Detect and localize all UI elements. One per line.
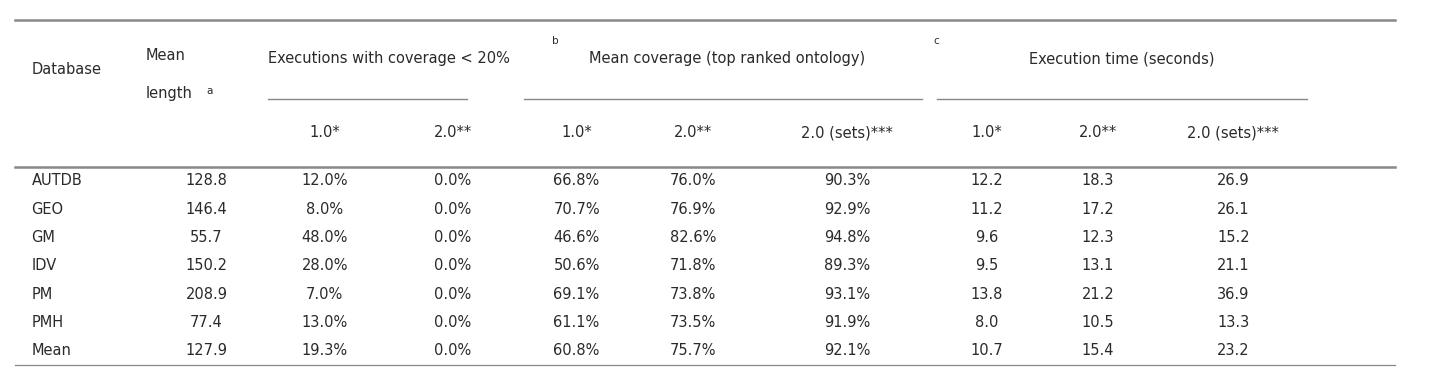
Text: 10.5: 10.5 xyxy=(1082,315,1115,330)
Text: 46.6%: 46.6% xyxy=(553,230,600,245)
Text: length: length xyxy=(145,86,192,101)
Text: 82.6%: 82.6% xyxy=(669,230,716,245)
Text: 76.0%: 76.0% xyxy=(669,174,716,188)
Text: Mean: Mean xyxy=(32,343,71,358)
Text: 75.7%: 75.7% xyxy=(669,343,716,358)
Text: 90.3%: 90.3% xyxy=(823,174,870,188)
Text: 208.9: 208.9 xyxy=(186,286,228,301)
Text: 0.0%: 0.0% xyxy=(434,258,472,273)
Text: 69.1%: 69.1% xyxy=(553,286,600,301)
Text: 76.9%: 76.9% xyxy=(669,202,716,217)
Text: 0.0%: 0.0% xyxy=(434,315,472,330)
Text: 0.0%: 0.0% xyxy=(434,343,472,358)
Text: 50.6%: 50.6% xyxy=(553,258,600,273)
Text: 92.1%: 92.1% xyxy=(823,343,870,358)
Text: 0.0%: 0.0% xyxy=(434,230,472,245)
Text: 150.2: 150.2 xyxy=(186,258,228,273)
Text: 128.8: 128.8 xyxy=(186,174,228,188)
Text: 73.8%: 73.8% xyxy=(671,286,716,301)
Text: 19.3%: 19.3% xyxy=(302,343,348,358)
Text: 13.0%: 13.0% xyxy=(302,315,348,330)
Text: 1.0*: 1.0* xyxy=(562,125,592,140)
Text: 77.4: 77.4 xyxy=(190,315,224,330)
Text: 2.0**: 2.0** xyxy=(674,125,713,140)
Text: Execution time (seconds): Execution time (seconds) xyxy=(1029,51,1214,66)
Text: 12.0%: 12.0% xyxy=(302,174,348,188)
Text: 17.2: 17.2 xyxy=(1082,202,1115,217)
Text: 9.6: 9.6 xyxy=(974,230,998,245)
Text: 48.0%: 48.0% xyxy=(302,230,348,245)
Text: 11.2: 11.2 xyxy=(970,202,1003,217)
Text: 13.8: 13.8 xyxy=(970,286,1002,301)
Text: 21.2: 21.2 xyxy=(1082,286,1115,301)
Text: 15.4: 15.4 xyxy=(1082,343,1114,358)
Text: 71.8%: 71.8% xyxy=(669,258,716,273)
Text: 2.0**: 2.0** xyxy=(434,125,472,140)
Text: GEO: GEO xyxy=(32,202,64,217)
Text: Mean: Mean xyxy=(145,47,186,62)
Text: 10.7: 10.7 xyxy=(970,343,1003,358)
Text: 70.7%: 70.7% xyxy=(553,202,600,217)
Text: 23.2: 23.2 xyxy=(1217,343,1250,358)
Text: Database: Database xyxy=(32,62,102,77)
Text: 2.0**: 2.0** xyxy=(1079,125,1117,140)
Text: 13.1: 13.1 xyxy=(1082,258,1114,273)
Text: 12.3: 12.3 xyxy=(1082,230,1114,245)
Text: 12.2: 12.2 xyxy=(970,174,1003,188)
Text: Executions with coverage < 20%: Executions with coverage < 20% xyxy=(267,51,510,66)
Text: 94.8%: 94.8% xyxy=(823,230,870,245)
Text: 73.5%: 73.5% xyxy=(671,315,716,330)
Text: 15.2: 15.2 xyxy=(1217,230,1250,245)
Text: 92.9%: 92.9% xyxy=(823,202,870,217)
Text: 18.3: 18.3 xyxy=(1082,174,1114,188)
Text: PMH: PMH xyxy=(32,315,64,330)
Text: 36.9: 36.9 xyxy=(1217,286,1250,301)
Text: 8.0: 8.0 xyxy=(974,315,998,330)
Text: GM: GM xyxy=(32,230,55,245)
Text: c: c xyxy=(934,36,939,46)
Text: 8.0%: 8.0% xyxy=(306,202,343,217)
Text: a: a xyxy=(206,86,213,96)
Text: 26.9: 26.9 xyxy=(1217,174,1250,188)
Text: 21.1: 21.1 xyxy=(1217,258,1250,273)
Text: 28.0%: 28.0% xyxy=(302,258,348,273)
Text: 93.1%: 93.1% xyxy=(823,286,870,301)
Text: 26.1: 26.1 xyxy=(1217,202,1250,217)
Text: 66.8%: 66.8% xyxy=(553,174,600,188)
Text: 2.0 (sets)***: 2.0 (sets)*** xyxy=(802,125,893,140)
Text: 2.0 (sets)***: 2.0 (sets)*** xyxy=(1188,125,1279,140)
Text: 91.9%: 91.9% xyxy=(823,315,870,330)
Text: 13.3: 13.3 xyxy=(1217,315,1249,330)
Text: 146.4: 146.4 xyxy=(186,202,228,217)
Text: 127.9: 127.9 xyxy=(186,343,228,358)
Text: 61.1%: 61.1% xyxy=(553,315,600,330)
Text: 0.0%: 0.0% xyxy=(434,202,472,217)
Text: IDV: IDV xyxy=(32,258,57,273)
Text: 1.0*: 1.0* xyxy=(971,125,1002,140)
Text: 89.3%: 89.3% xyxy=(823,258,870,273)
Text: Mean coverage (top ranked ontology): Mean coverage (top ranked ontology) xyxy=(588,51,865,66)
Text: 1.0*: 1.0* xyxy=(309,125,340,140)
Text: 0.0%: 0.0% xyxy=(434,286,472,301)
Text: 55.7: 55.7 xyxy=(190,230,224,245)
Text: 7.0%: 7.0% xyxy=(306,286,343,301)
Text: 60.8%: 60.8% xyxy=(553,343,600,358)
Text: b: b xyxy=(552,36,559,46)
Text: 0.0%: 0.0% xyxy=(434,174,472,188)
Text: PM: PM xyxy=(32,286,52,301)
Text: AUTDB: AUTDB xyxy=(32,174,83,188)
Text: 9.5: 9.5 xyxy=(974,258,998,273)
